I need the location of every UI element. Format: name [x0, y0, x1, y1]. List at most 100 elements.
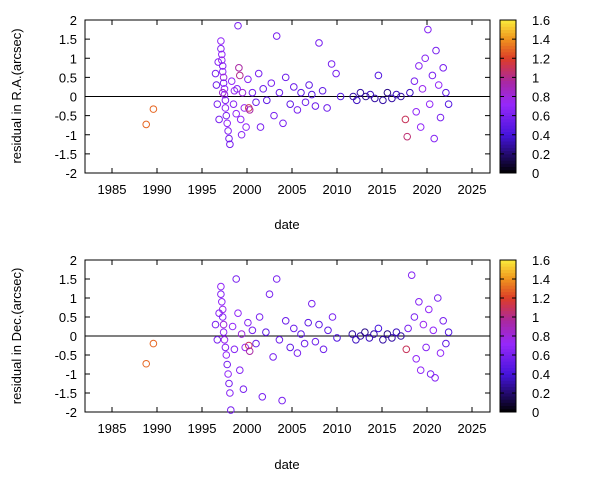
dec-data-point	[370, 330, 378, 338]
ra-data-point	[403, 132, 412, 141]
dec-data-point	[237, 330, 246, 338]
ra-data-point	[397, 92, 405, 101]
dec-data-point	[402, 345, 411, 354]
ra-data-point	[406, 88, 414, 97]
dec-data-point	[252, 339, 260, 348]
ra-data-point	[267, 79, 276, 87]
dec-data-point	[304, 318, 313, 327]
dec-data-point	[211, 320, 220, 329]
ra-data-point	[332, 69, 340, 78]
dec-data-point	[365, 334, 374, 342]
ra-x-tick-label: 2010	[323, 182, 352, 197]
ra-colorbar-band	[500, 58, 516, 62]
dec-y-tick-label: -1.5	[55, 386, 77, 401]
dec-colorbar-band	[500, 285, 516, 289]
dec-data-point	[383, 330, 392, 338]
dec-colorbar-band	[500, 364, 516, 369]
ra-colorbar-band	[500, 118, 516, 123]
ra-data-point	[236, 115, 245, 124]
dec-data-point	[248, 326, 257, 335]
dec-data-point	[442, 339, 450, 348]
ra-data-point	[336, 92, 345, 101]
dec-data-point	[422, 343, 430, 352]
ra-data-point	[219, 79, 228, 87]
ra-colorbar-band	[500, 160, 516, 164]
ra-data-point	[383, 88, 392, 97]
dec-data-point	[227, 406, 235, 414]
ra-y-axis: -2 -1.5 -1 -0.5 0 0.5 1 1.5 2	[55, 13, 490, 181]
dec-data-point	[265, 290, 274, 299]
dec-data-point	[255, 313, 264, 321]
ra-data-point	[218, 56, 226, 64]
dec-colorbar-band	[500, 396, 516, 400]
ra-colorbar-band	[500, 42, 516, 46]
dec-data-point	[308, 299, 316, 308]
dec-points	[142, 271, 453, 414]
dec-y-axis: -2 -1.5 -1 -0.5 0 0.5 1 1.5 2	[55, 253, 490, 420]
dec-data-point	[434, 294, 442, 302]
ra-y-tick-label: -1.5	[55, 147, 77, 162]
ra-colorbar-band	[500, 115, 516, 120]
dec-data-point	[236, 366, 244, 375]
ra-data-point	[362, 92, 370, 101]
ra-data-point	[234, 21, 242, 30]
ra-data-point	[432, 46, 440, 55]
dec-y-tick-label: -2	[65, 405, 77, 420]
ra-data-point	[270, 111, 278, 120]
dec-data-point	[245, 347, 254, 356]
dec-data-point	[228, 322, 237, 331]
dec-data-point	[239, 385, 248, 394]
dec-colorbar-band	[500, 279, 516, 283]
ra-colorbar-band	[500, 128, 516, 132]
ra-colorbar-band	[500, 86, 516, 91]
dec-data-point	[149, 339, 158, 348]
ra-colorbar-tick-label: 0.6	[532, 109, 550, 124]
dec-data-point	[217, 290, 225, 299]
dec-colorbar-band	[500, 393, 516, 397]
ra-data-point	[221, 104, 230, 112]
dec-colorbar-band	[500, 380, 516, 384]
ra-colorbar-band	[500, 163, 516, 168]
ra-x-axis-label: date	[274, 217, 299, 232]
ra-data-point	[224, 127, 232, 135]
dec-data-point	[218, 305, 227, 314]
ra-residual-panel: -2 -1.5 -1 -0.5 0 0.5 1 1.5 2 1985 1990 1995 2000 20…	[9, 13, 550, 232]
dec-colorbar-band	[500, 304, 516, 308]
dec-colorbar-band	[500, 310, 516, 315]
ra-x-tick-label: 2020	[413, 182, 442, 197]
dec-data-point	[407, 271, 416, 280]
ra-colorbar-band	[500, 99, 516, 104]
ra-y-tick-label: 1.5	[59, 32, 77, 47]
ra-data-point	[240, 104, 249, 112]
ra-colorbar-band	[500, 20, 516, 24]
dec-data-point	[230, 345, 239, 354]
ra-data-point	[215, 115, 223, 124]
dec-colorbar-band	[500, 263, 516, 267]
dec-colorbar-band	[500, 326, 516, 331]
dec-data-point	[379, 336, 387, 344]
ra-colorbar-band	[500, 64, 516, 69]
dec-x-tick-label: 2005	[278, 421, 307, 436]
ra-data-point	[416, 123, 425, 131]
ra-data-point	[244, 75, 252, 84]
ra-data-point	[213, 100, 222, 108]
dec-data-point	[439, 317, 448, 325]
dec-colorbar-band	[500, 313, 516, 318]
ra-colorbar-band	[500, 166, 516, 171]
dec-data-point	[404, 324, 412, 333]
dec-data-point	[262, 328, 270, 337]
dec-data-point	[388, 334, 396, 342]
dec-data-point	[221, 343, 230, 352]
dec-x-tick-label: 2010	[323, 421, 352, 436]
ra-data-point	[226, 140, 234, 149]
dec-colorbar-band	[500, 272, 516, 277]
ra-colorbar-band	[500, 147, 516, 152]
ra-y-tick-label: 0.5	[59, 70, 77, 85]
dec-data-point	[245, 341, 253, 350]
ra-data-point	[308, 90, 316, 99]
ra-data-point	[219, 73, 228, 82]
dec-colorbar-band	[500, 402, 516, 407]
ra-colorbar-band	[500, 96, 516, 101]
ra-data-point	[305, 81, 313, 89]
ra-data-point	[418, 85, 427, 93]
